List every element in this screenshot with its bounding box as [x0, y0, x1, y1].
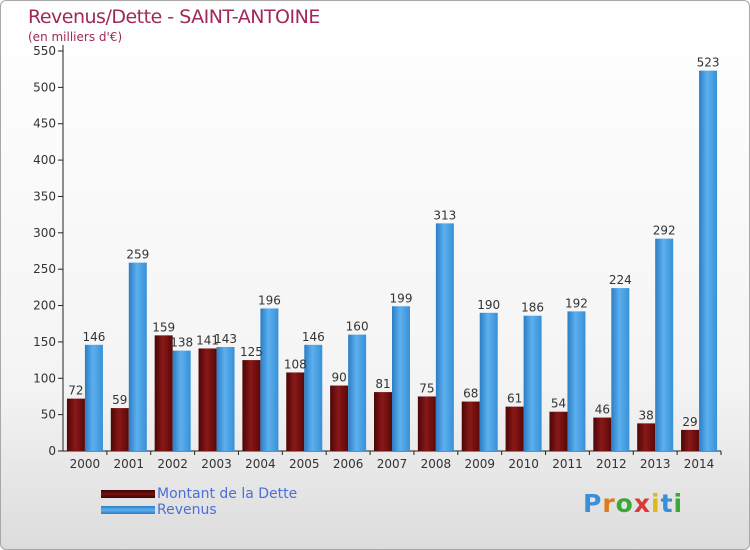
bar-debt — [461, 401, 480, 451]
bar-debt — [505, 406, 524, 451]
y-tick-label: 300 — [33, 226, 56, 240]
bar-revenue — [216, 347, 235, 451]
bar-debt — [417, 396, 436, 451]
bar-debt — [549, 411, 568, 451]
bar-revenue — [523, 315, 542, 451]
x-tick-label: 2008 — [421, 457, 452, 471]
data-label-revenue: 146 — [82, 330, 105, 344]
data-label-revenue: 190 — [477, 298, 500, 312]
bar-revenue — [304, 344, 323, 451]
bar-revenue — [392, 306, 410, 451]
data-label-revenue: 186 — [521, 301, 544, 315]
bar-debt — [330, 385, 349, 451]
bar-revenue — [260, 308, 279, 451]
bar-revenue — [479, 312, 498, 451]
data-label-revenue: 199 — [390, 291, 413, 305]
bar-revenue — [84, 344, 103, 451]
y-tick-label: 100 — [33, 371, 56, 385]
bar-revenue — [348, 334, 367, 451]
bar-debt — [154, 335, 173, 451]
bar-revenue — [435, 223, 454, 451]
x-tick-label: 2013 — [640, 457, 671, 471]
x-tick-label: 2002 — [157, 457, 188, 471]
data-label-debt: 75 — [419, 381, 434, 395]
x-tick-label: 2006 — [333, 457, 364, 471]
y-tick-label: 150 — [33, 335, 56, 349]
data-label-revenue: 143 — [214, 332, 237, 346]
y-tick-label: 550 — [33, 44, 56, 58]
x-tick-label: 2014 — [684, 457, 715, 471]
data-label-debt: 29 — [682, 415, 697, 429]
data-label-revenue: 259 — [126, 248, 149, 262]
data-label-debt: 61 — [507, 392, 522, 406]
data-label-revenue: 192 — [565, 296, 588, 310]
bar-revenue — [128, 262, 147, 451]
data-label-debt: 141 — [196, 333, 219, 347]
bar-revenue — [611, 288, 630, 451]
y-tick-label: 50 — [41, 408, 56, 422]
data-label-debt: 38 — [639, 408, 654, 422]
bar-debt — [374, 392, 392, 451]
bar-debt — [286, 372, 305, 451]
bar-revenue — [655, 238, 674, 451]
data-label-revenue: 292 — [653, 224, 676, 238]
bar-debt — [110, 408, 129, 451]
bar-debt — [593, 417, 612, 451]
y-tick-label: 200 — [33, 299, 56, 313]
data-label-revenue: 196 — [258, 293, 281, 307]
legend-label-debt: Montant de la Dette — [157, 486, 298, 502]
data-label-debt: 90 — [331, 371, 346, 385]
y-tick-label: 350 — [33, 189, 56, 203]
data-label-revenue: 523 — [697, 56, 720, 70]
bar-revenue — [567, 311, 586, 451]
x-tick-label: 2005 — [289, 457, 320, 471]
y-tick-label: 500 — [33, 80, 56, 94]
data-label-revenue: 138 — [170, 336, 193, 350]
bar-debt — [681, 429, 700, 451]
data-label-debt: 59 — [112, 393, 127, 407]
data-label-debt: 81 — [375, 377, 390, 391]
x-tick-label: 2007 — [377, 457, 408, 471]
data-label-revenue: 224 — [609, 273, 632, 287]
x-tick-label: 2009 — [464, 457, 495, 471]
y-tick-label: 250 — [33, 262, 56, 276]
x-tick-label: 2010 — [508, 457, 539, 471]
y-tick-label: 400 — [33, 153, 56, 167]
bar-revenue — [172, 350, 191, 451]
y-tick-label: 0 — [48, 444, 56, 458]
data-label-debt: 108 — [284, 357, 307, 371]
data-label-revenue: 146 — [302, 330, 325, 344]
data-label-debt: 125 — [240, 345, 263, 359]
data-label-revenue: 313 — [433, 208, 456, 222]
x-tick-label: 2003 — [201, 457, 232, 471]
data-label-debt: 46 — [595, 403, 610, 417]
bar-debt — [242, 360, 261, 451]
x-tick-label: 2004 — [245, 457, 276, 471]
data-label-revenue: 160 — [346, 320, 369, 334]
chart-subtitle: (en milliers d'€) — [28, 30, 123, 44]
data-label-debt: 68 — [463, 387, 478, 401]
legend-swatch-debt — [101, 490, 155, 498]
data-label-debt: 159 — [152, 320, 175, 334]
x-tick-label: 2012 — [596, 457, 627, 471]
bar-debt — [66, 398, 85, 451]
legend-swatch-revenue — [101, 506, 155, 514]
bar-debt — [198, 348, 217, 451]
chart-title: Revenus/Dette - SAINT-ANTOINE — [28, 6, 320, 28]
data-label-debt: 72 — [68, 384, 83, 398]
data-label-debt: 54 — [551, 397, 566, 411]
x-tick-label: 2000 — [70, 457, 101, 471]
proxiti-logo: Proxiti — [583, 489, 684, 518]
x-tick-label: 2011 — [552, 457, 583, 471]
legend-label-revenue: Revenus — [157, 502, 217, 518]
bar-debt — [637, 423, 656, 451]
bar-revenue — [699, 70, 718, 452]
y-tick-label: 450 — [33, 117, 56, 131]
x-tick-label: 2001 — [114, 457, 145, 471]
